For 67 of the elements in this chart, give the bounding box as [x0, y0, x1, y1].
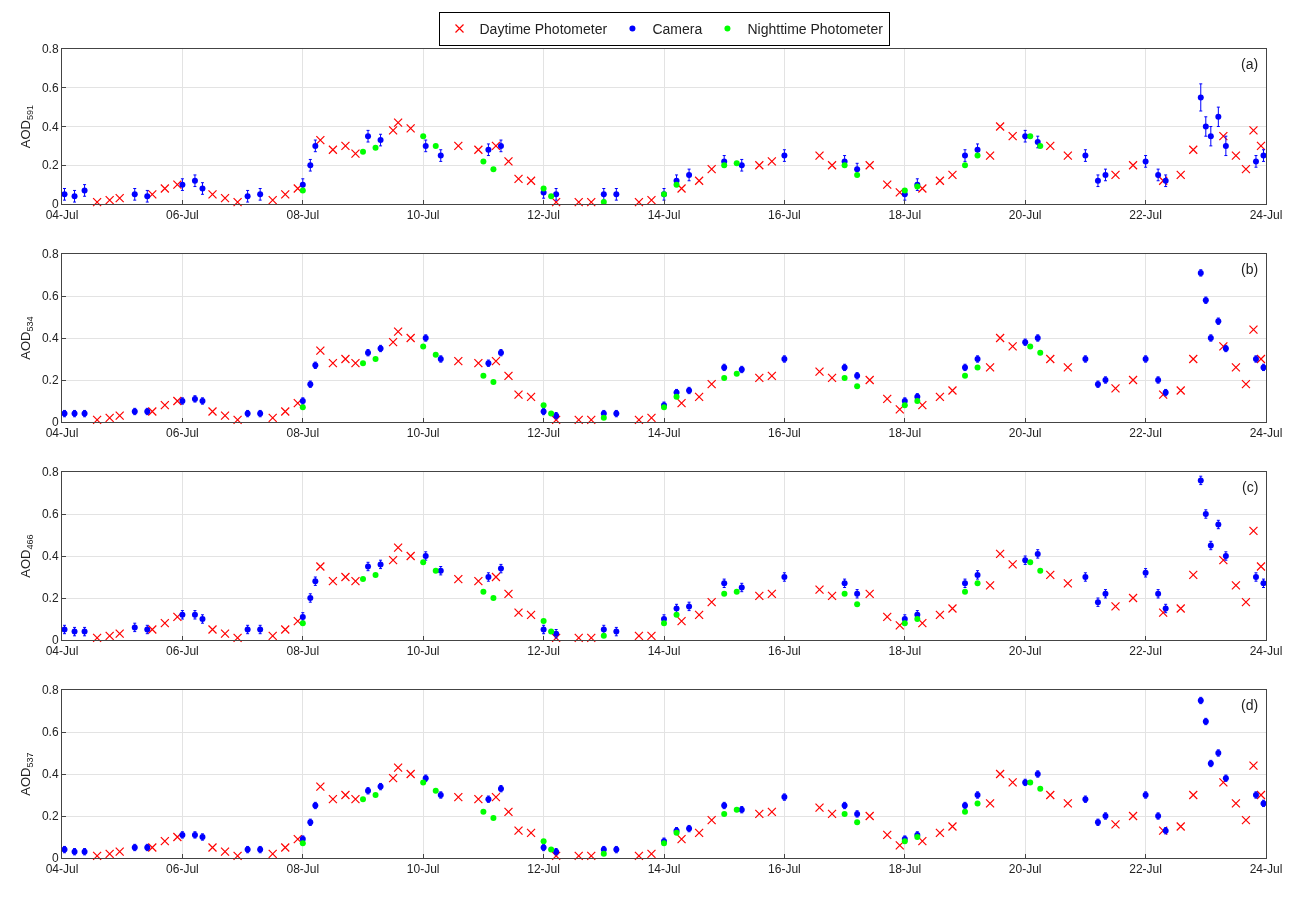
x-tick-label: 04-Jul — [45, 644, 79, 659]
x-tick-label: 04-Jul — [45, 208, 79, 223]
x-tick-label: 22-Jul — [1129, 862, 1162, 877]
x-tick-label: 10-Jul — [406, 426, 440, 441]
x-tick-label: 22-Jul — [1129, 426, 1162, 441]
y-tick-label: 0.4 — [41, 119, 59, 134]
x-tick-label: 24-Jul — [1249, 426, 1283, 441]
x-tick-label: 14-Jul — [647, 644, 681, 659]
y-tick-label: 0.4 — [41, 549, 59, 564]
x-tick-label: 16-Jul — [768, 644, 801, 659]
x-tick-label: 06-Jul — [166, 426, 199, 441]
y-tick-label: 0.6 — [41, 507, 59, 522]
x-tick-label: 16-Jul — [768, 208, 801, 223]
y-tick-label: 0.4 — [41, 767, 59, 782]
legend-label: Daytime Photometer — [479, 20, 608, 37]
y-tick-label: 0.2 — [41, 373, 59, 388]
x-tick-label: 12-Jul — [527, 644, 560, 659]
x-tick-label: 16-Jul — [768, 862, 801, 877]
x-tick-label: 20-Jul — [1008, 426, 1042, 441]
x-tick-label: 18-Jul — [888, 644, 922, 659]
x-tick-label: 16-Jul — [768, 426, 801, 441]
x-tick-label: 08-Jul — [286, 644, 320, 659]
x-tick-label: 06-Jul — [166, 862, 199, 877]
annotation: (a) — [1241, 56, 1259, 72]
x-tick-label: 18-Jul — [888, 208, 922, 223]
x-tick-label: 14-Jul — [647, 208, 681, 223]
y-tick-label: 0.2 — [41, 158, 59, 173]
x-tick-label: 10-Jul — [406, 862, 440, 877]
y-tick-label: 0.2 — [41, 591, 59, 606]
x-tick-label: 18-Jul — [888, 862, 922, 877]
y-tick-label: 0.8 — [41, 465, 59, 480]
annotation: (b) — [1241, 261, 1259, 277]
x-tick-label: 08-Jul — [286, 208, 320, 223]
x-tick-label: 24-Jul — [1249, 862, 1283, 877]
x-tick-label: 04-Jul — [45, 862, 79, 877]
x-tick-label: 08-Jul — [286, 862, 320, 877]
y-tick-label: 0.8 — [41, 247, 59, 262]
x-tick-label: 20-Jul — [1008, 644, 1042, 659]
y-tick-label: 0.4 — [41, 331, 59, 346]
x-tick-label: 20-Jul — [1008, 862, 1042, 877]
legend-label: Nighttime Photometer — [747, 20, 884, 37]
x-tick-label: 12-Jul — [527, 862, 560, 877]
x-tick-label: 04-Jul — [45, 426, 79, 441]
x-tick-label: 24-Jul — [1249, 208, 1283, 223]
x-tick-label: 18-Jul — [888, 426, 922, 441]
annotation: (c) — [1242, 479, 1259, 495]
x-tick-label: 12-Jul — [527, 426, 560, 441]
x-tick-label: 14-Jul — [647, 862, 681, 877]
x-tick-label: 24-Jul — [1249, 644, 1283, 659]
x-tick-label: 06-Jul — [166, 644, 199, 659]
x-tick-label: 08-Jul — [286, 426, 320, 441]
annotation: (d) — [1241, 697, 1259, 713]
x-tick-label: 20-Jul — [1008, 208, 1042, 223]
y-tick-label: 0.6 — [41, 725, 59, 740]
x-tick-label: 14-Jul — [647, 426, 681, 441]
y-tick-label: 0.8 — [41, 683, 59, 698]
x-tick-label: 10-Jul — [406, 208, 440, 223]
y-tick-label: 0.8 — [41, 42, 59, 57]
x-tick-label: 12-Jul — [527, 208, 560, 223]
x-tick-label: 22-Jul — [1129, 208, 1162, 223]
y-tick-label: 0.6 — [41, 289, 59, 304]
x-tick-label: 06-Jul — [166, 208, 199, 223]
y-tick-label: 0.2 — [41, 809, 59, 824]
x-tick-label: 22-Jul — [1129, 644, 1162, 659]
legend-label: Camera — [652, 20, 703, 37]
x-tick-label: 10-Jul — [406, 644, 440, 659]
y-tick-label: 0.6 — [41, 80, 59, 95]
